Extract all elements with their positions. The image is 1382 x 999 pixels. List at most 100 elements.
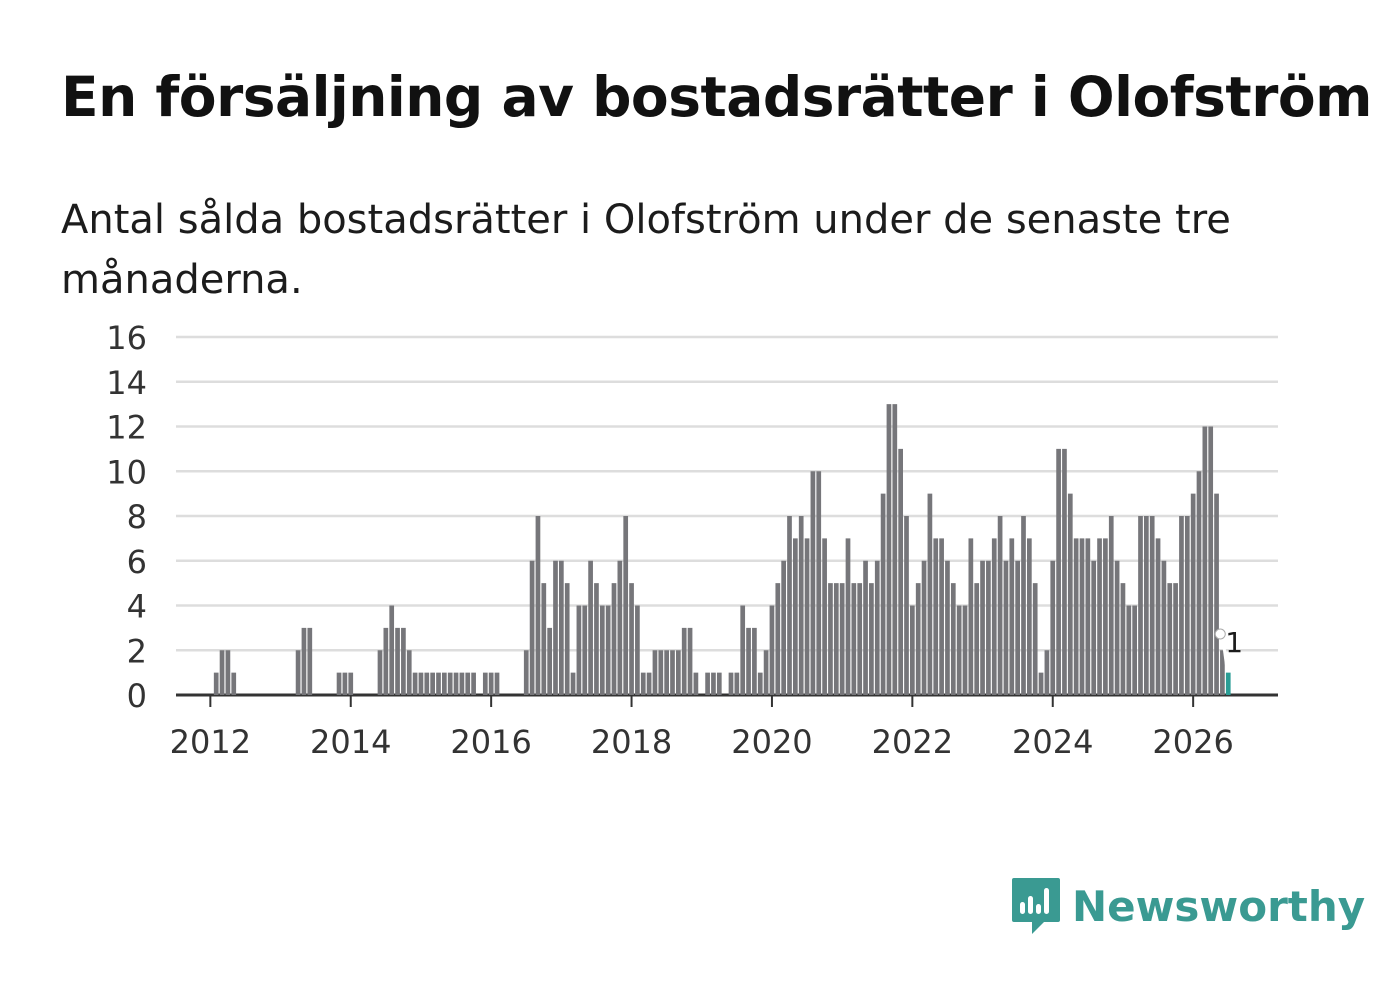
- bar: [389, 605, 395, 695]
- chart-title: En försäljning av bostadsrätter i Olofst…: [61, 65, 1372, 129]
- bar: [962, 605, 968, 695]
- bar: [1202, 426, 1208, 695]
- bar: [711, 672, 716, 696]
- bar: [921, 560, 927, 695]
- bar: [933, 538, 939, 696]
- data-label-latest: 1: [1225, 626, 1243, 659]
- bar: [787, 516, 792, 695]
- bar: [997, 516, 1003, 695]
- bar: [1114, 560, 1120, 695]
- bar: [1155, 538, 1161, 696]
- bar: [950, 583, 956, 696]
- x-tick-label: 2020: [731, 723, 812, 761]
- bar: [1126, 605, 1132, 695]
- bar: [424, 672, 430, 696]
- bar: [927, 493, 933, 696]
- x-tick-label: 2018: [591, 723, 672, 761]
- y-tick-label: 10: [106, 453, 147, 491]
- bar: [564, 583, 570, 696]
- bar: [1044, 650, 1050, 695]
- bar: [915, 583, 921, 696]
- bar: [845, 538, 851, 696]
- bar: [1067, 493, 1073, 696]
- bar: [956, 605, 962, 695]
- bar: [904, 516, 909, 695]
- bar: [559, 560, 564, 695]
- bar: [611, 583, 617, 696]
- bar: [1003, 560, 1009, 695]
- bar: [1120, 583, 1126, 696]
- bar: [869, 583, 874, 696]
- bar: [494, 672, 500, 696]
- bar: [705, 672, 710, 696]
- bar: [301, 627, 307, 696]
- x-tick-label: 2014: [310, 723, 391, 761]
- bar: [851, 583, 857, 696]
- bar: [746, 627, 751, 696]
- y-tick-label: 16: [106, 319, 147, 357]
- newsworthy-logo[interactable]: Newsworthy: [1010, 876, 1365, 938]
- annotation-dot: [1214, 628, 1226, 640]
- newsworthy-logo-text: Newsworthy: [1072, 882, 1366, 931]
- bar: [377, 650, 383, 695]
- bar: [418, 672, 424, 696]
- bar: [793, 538, 798, 696]
- bar: [1038, 672, 1044, 696]
- bar: [716, 672, 722, 696]
- bar: [1184, 516, 1190, 695]
- y-tick-label: 6: [127, 543, 147, 581]
- bar: [1103, 538, 1108, 696]
- bar: [775, 583, 781, 696]
- bar: [588, 560, 593, 695]
- bar: [828, 583, 833, 696]
- bar: [465, 672, 471, 696]
- bar: [225, 650, 231, 695]
- bar: [529, 560, 535, 695]
- bar: [816, 471, 822, 695]
- x-tick-label: 2016: [450, 723, 531, 761]
- bar: [605, 605, 611, 695]
- bar: [658, 650, 664, 695]
- bar: [968, 538, 974, 696]
- bar: [1167, 583, 1173, 696]
- y-tick-label: 8: [127, 498, 147, 536]
- bar: [336, 672, 342, 696]
- bar: [857, 583, 863, 696]
- bar: [436, 672, 441, 696]
- newsworthy-logo-icon: [1012, 878, 1060, 934]
- bar: [892, 404, 898, 696]
- bar: [447, 672, 453, 696]
- bar: [406, 650, 412, 695]
- bar: [798, 516, 804, 695]
- bar: [442, 672, 447, 696]
- bar: [1056, 448, 1061, 696]
- bar: [874, 560, 880, 695]
- bar: [395, 627, 400, 696]
- bar: [652, 650, 658, 695]
- bar: [535, 516, 541, 695]
- bar: [1196, 471, 1202, 695]
- bar: [991, 538, 997, 696]
- bar: [1085, 538, 1091, 696]
- bar: [804, 538, 810, 696]
- bar: [629, 583, 634, 696]
- bar: [471, 672, 476, 696]
- chart-subtitle: Antal sålda bostadsrätter i Olofström un…: [61, 197, 1231, 303]
- bar: [676, 650, 681, 695]
- bar: [740, 605, 746, 695]
- bar: [617, 560, 623, 695]
- bar: [1208, 426, 1214, 695]
- bar: [734, 672, 740, 696]
- y-tick-label: 12: [106, 409, 147, 447]
- y-tick-label: 0: [127, 677, 147, 715]
- bar: [1032, 583, 1038, 696]
- bar: [342, 672, 348, 696]
- y-axis-tick-labels: 0 2 4 6 8 10 12 14 16: [106, 319, 147, 715]
- bar: [547, 627, 552, 696]
- bar: [541, 583, 547, 696]
- bar: [763, 650, 769, 695]
- bar: [582, 605, 588, 695]
- bar: [599, 605, 605, 695]
- bar: [1097, 538, 1102, 696]
- bar: [383, 627, 389, 696]
